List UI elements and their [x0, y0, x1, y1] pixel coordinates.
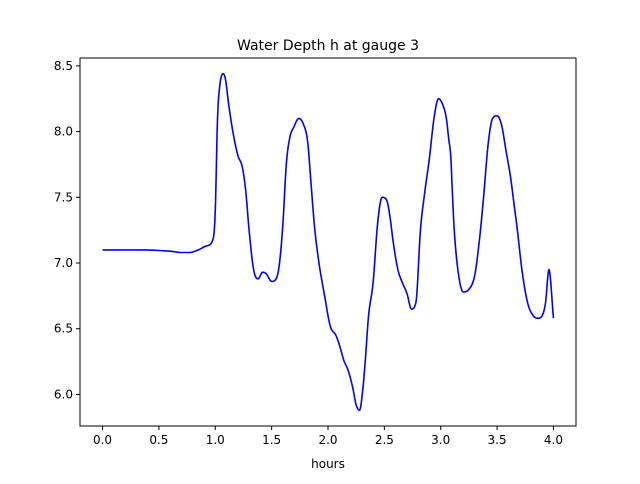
y-tick-label: 8.0	[54, 125, 73, 139]
x-tick-label: 0.5	[149, 433, 168, 447]
x-tick-label: 0.0	[93, 433, 112, 447]
y-tick-label: 8.5	[54, 59, 73, 73]
y-tick-label: 6.5	[54, 322, 73, 336]
x-axis-label: hours	[311, 457, 345, 471]
x-tick-label: 3.0	[431, 433, 450, 447]
chart-title: Water Depth h at gauge 3	[237, 38, 419, 54]
x-tick-label: 3.5	[488, 433, 507, 447]
x-tick-label: 1.0	[206, 433, 225, 447]
x-tick-label: 4.0	[544, 433, 563, 447]
plot-frame	[79, 57, 577, 427]
plot-area	[102, 72, 555, 412]
y-tick-label: 6.0	[54, 387, 73, 401]
x-tick-label: 1.5	[262, 433, 281, 447]
y-tick-label: 7.5	[54, 190, 73, 204]
series-line-0	[102, 72, 555, 412]
y-tick-label: 7.0	[54, 256, 73, 270]
axes: 0.0 0.5 1.0 1.5 2.0 2.5 3.0 3.5 4.0 6.0 6.5 7.0 7.5 8…	[54, 57, 577, 447]
x-tick-label: 2.0	[318, 433, 337, 447]
x-tick-label: 2.5	[375, 433, 394, 447]
